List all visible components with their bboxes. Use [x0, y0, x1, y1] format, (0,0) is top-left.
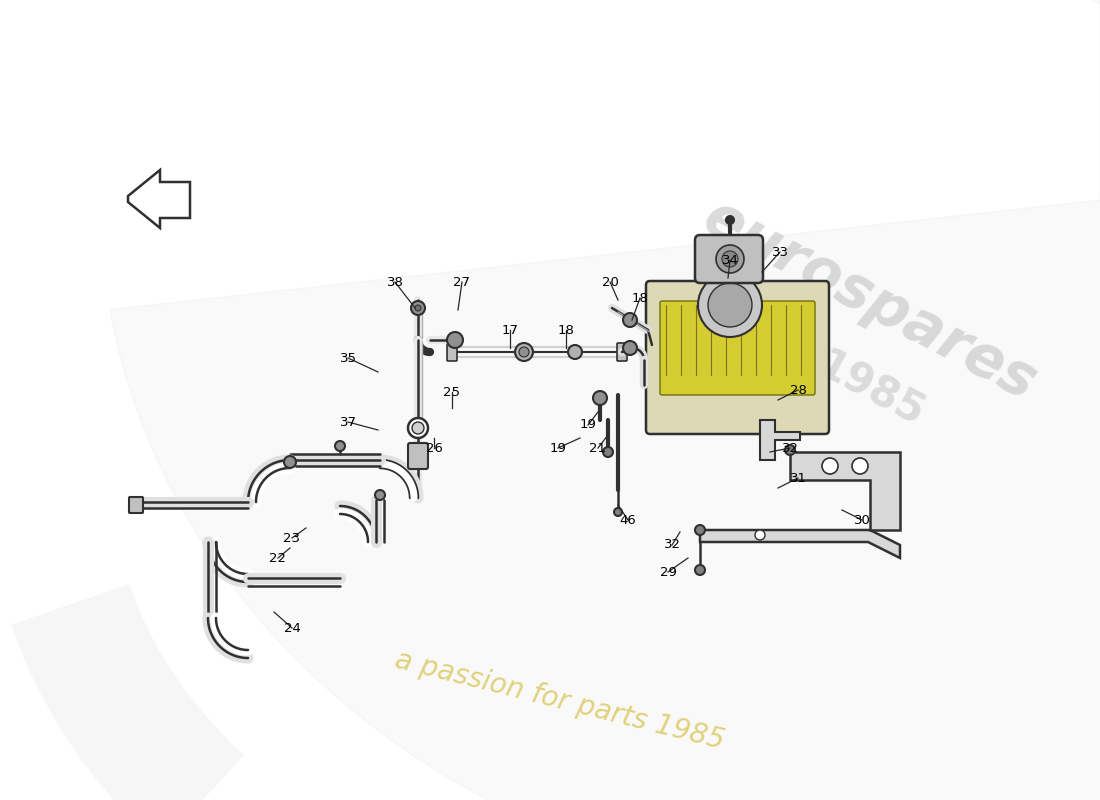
Circle shape	[695, 525, 705, 535]
Circle shape	[603, 447, 613, 457]
Circle shape	[708, 283, 752, 327]
Circle shape	[412, 422, 424, 434]
FancyBboxPatch shape	[129, 497, 143, 513]
Polygon shape	[128, 170, 190, 228]
Text: 18: 18	[558, 323, 574, 337]
Text: 25: 25	[443, 386, 461, 398]
FancyBboxPatch shape	[447, 343, 456, 361]
Text: 19: 19	[580, 418, 596, 431]
Text: 21: 21	[590, 442, 606, 454]
Circle shape	[852, 458, 868, 474]
Text: 32: 32	[663, 538, 681, 551]
FancyBboxPatch shape	[617, 343, 627, 361]
Circle shape	[515, 343, 534, 361]
Circle shape	[593, 391, 607, 405]
Circle shape	[785, 445, 795, 455]
Text: 30: 30	[854, 514, 870, 526]
Text: 33: 33	[771, 246, 789, 258]
Text: 35: 35	[340, 351, 356, 365]
Circle shape	[623, 341, 637, 355]
Text: 19: 19	[550, 442, 566, 454]
Circle shape	[698, 273, 762, 337]
Text: 20: 20	[602, 275, 618, 289]
Text: 46: 46	[619, 514, 637, 526]
Circle shape	[716, 245, 744, 273]
Circle shape	[284, 456, 296, 468]
FancyBboxPatch shape	[660, 301, 815, 395]
Circle shape	[695, 565, 705, 575]
Text: 27: 27	[453, 275, 471, 289]
Polygon shape	[700, 530, 900, 558]
Circle shape	[375, 490, 385, 500]
Circle shape	[411, 301, 425, 315]
Circle shape	[336, 441, 345, 451]
FancyBboxPatch shape	[695, 235, 763, 283]
FancyBboxPatch shape	[408, 443, 428, 469]
Text: eurospares: eurospares	[694, 188, 1046, 412]
Text: 24: 24	[284, 622, 300, 634]
Circle shape	[822, 458, 838, 474]
Text: 1985: 1985	[808, 344, 931, 436]
Text: 34: 34	[722, 254, 738, 266]
Circle shape	[755, 530, 764, 540]
Text: 18: 18	[631, 291, 648, 305]
Text: 32: 32	[781, 442, 799, 454]
Polygon shape	[110, 0, 1100, 800]
Circle shape	[623, 313, 637, 327]
Text: 29: 29	[660, 566, 676, 578]
Text: 23: 23	[284, 531, 300, 545]
Text: 22: 22	[270, 551, 286, 565]
Text: a passion for parts 1985: a passion for parts 1985	[393, 646, 727, 754]
Text: 17: 17	[502, 323, 518, 337]
Circle shape	[408, 418, 428, 438]
Circle shape	[519, 347, 529, 357]
Polygon shape	[760, 420, 800, 460]
Circle shape	[726, 216, 734, 224]
Text: 28: 28	[790, 383, 806, 397]
Text: 37: 37	[340, 415, 356, 429]
Text: 26: 26	[426, 442, 442, 454]
Text: 31: 31	[790, 471, 806, 485]
Circle shape	[568, 345, 582, 359]
Circle shape	[722, 251, 738, 267]
Circle shape	[614, 508, 622, 516]
Polygon shape	[790, 452, 900, 530]
Circle shape	[415, 305, 421, 311]
Circle shape	[447, 332, 463, 348]
FancyBboxPatch shape	[646, 281, 829, 434]
Text: 38: 38	[386, 275, 404, 289]
